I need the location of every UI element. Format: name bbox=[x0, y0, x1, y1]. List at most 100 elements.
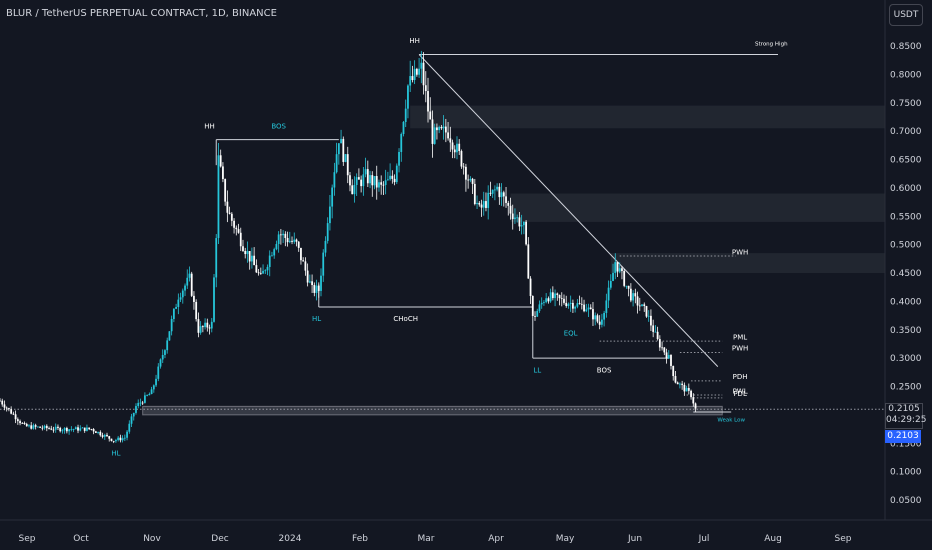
annotation-choch-6: CHoCH bbox=[393, 315, 418, 323]
candle-body-173 bbox=[384, 180, 387, 186]
candle-body-63 bbox=[139, 402, 142, 404]
zone-3 bbox=[142, 405, 723, 416]
candle-body-240 bbox=[534, 315, 536, 317]
candle-body-84 bbox=[186, 277, 189, 286]
candle-body-142 bbox=[315, 285, 318, 293]
x-tick-label-2: Nov bbox=[143, 534, 161, 544]
candle-body-307 bbox=[683, 384, 686, 392]
candle-body-295 bbox=[656, 331, 659, 340]
candle-body-214 bbox=[476, 202, 478, 205]
x-tick-label-9: Jun bbox=[627, 534, 642, 544]
candle-body-202 bbox=[449, 138, 452, 143]
candle-body-72 bbox=[159, 359, 162, 367]
candle-body-131 bbox=[291, 240, 293, 242]
candle-body-39 bbox=[86, 427, 88, 431]
candle-body-277 bbox=[616, 262, 619, 272]
candle-body-135 bbox=[300, 247, 302, 261]
candle-body-222 bbox=[493, 189, 496, 191]
candle-body-53 bbox=[117, 437, 120, 441]
candle-body-249 bbox=[554, 293, 556, 299]
candle-body-213 bbox=[473, 183, 476, 205]
candle-body-22 bbox=[48, 428, 50, 429]
candle-body-145 bbox=[322, 252, 325, 276]
candle-body-149 bbox=[331, 187, 334, 207]
candle-body-179 bbox=[398, 151, 400, 166]
candle-body-13 bbox=[28, 425, 30, 427]
annotation-hh-2: HH bbox=[409, 37, 420, 45]
candle-body-122 bbox=[271, 255, 273, 257]
candle-body-296 bbox=[658, 339, 661, 348]
annotation-pwl-13: PWL bbox=[733, 387, 748, 395]
candle-body-230 bbox=[511, 213, 514, 220]
zone-1 bbox=[510, 193, 885, 222]
candle-body-18 bbox=[39, 426, 42, 428]
currency-button[interactable]: USDT bbox=[889, 4, 923, 26]
y-tick-label-8: 0.4500 bbox=[890, 269, 922, 279]
annotation-pwh-9: PWH bbox=[732, 345, 748, 353]
annotation-pdl-14: PDL bbox=[733, 390, 747, 398]
candle-body-132 bbox=[293, 239, 296, 242]
candle-body-35 bbox=[77, 427, 79, 431]
y-tick-label-10: 0.3500 bbox=[890, 326, 922, 336]
candle-body-4 bbox=[8, 408, 10, 410]
candle-body-107 bbox=[237, 229, 240, 233]
candle-body-114 bbox=[253, 255, 256, 266]
candle-body-289 bbox=[643, 304, 646, 307]
candle-body-159 bbox=[353, 185, 356, 195]
candle-body-152 bbox=[337, 143, 340, 155]
candle-body-310 bbox=[690, 390, 692, 398]
y-tick-label-2: 0.7500 bbox=[890, 99, 922, 109]
candle-body-103 bbox=[228, 212, 231, 214]
annotation-weak-low-16: Weak Low bbox=[717, 418, 745, 424]
candle-body-260 bbox=[578, 303, 581, 305]
candle-body-170 bbox=[378, 182, 380, 188]
candle-body-126 bbox=[279, 234, 282, 236]
candle-body-11 bbox=[23, 423, 26, 424]
candle-body-57 bbox=[126, 431, 128, 438]
candle-body-3 bbox=[5, 407, 8, 409]
candle-body-244 bbox=[543, 302, 545, 304]
candle-body-90 bbox=[199, 326, 202, 333]
candle-body-201 bbox=[447, 132, 449, 139]
candle-body-58 bbox=[128, 423, 131, 432]
candle-body-29 bbox=[63, 428, 66, 431]
candle-body-71 bbox=[157, 366, 160, 379]
candle-body-113 bbox=[251, 255, 253, 262]
y-tick-label-9: 0.4000 bbox=[890, 297, 922, 307]
candle-body-215 bbox=[478, 202, 481, 205]
y-tick-label-3: 0.7000 bbox=[890, 127, 922, 137]
candle-body-224 bbox=[498, 186, 501, 198]
candle-body-20 bbox=[43, 425, 46, 429]
candle-body-287 bbox=[638, 305, 641, 307]
candle-body-26 bbox=[57, 426, 59, 428]
x-tick-label-11: Aug bbox=[764, 534, 782, 544]
candle-body-276 bbox=[614, 262, 617, 273]
candle-body-286 bbox=[636, 296, 639, 306]
candle-body-272 bbox=[605, 300, 608, 313]
candle-body-51 bbox=[112, 440, 115, 442]
candle-body-117 bbox=[259, 272, 262, 274]
candle-body-190 bbox=[422, 62, 425, 86]
candle-body-261 bbox=[580, 303, 583, 305]
candle-body-148 bbox=[329, 206, 331, 224]
candle-body-137 bbox=[304, 261, 307, 271]
candle-body-259 bbox=[576, 303, 579, 307]
x-tick-label-7: Apr bbox=[488, 534, 504, 544]
candle-body-162 bbox=[360, 179, 363, 187]
annotation-bos-1: BOS bbox=[271, 122, 286, 130]
candle-body-73 bbox=[161, 354, 164, 360]
candle-body-198 bbox=[440, 126, 443, 129]
candle-body-285 bbox=[634, 293, 637, 297]
candle-body-5 bbox=[10, 409, 13, 414]
candle-body-143 bbox=[317, 285, 320, 291]
candle-body-108 bbox=[239, 232, 242, 247]
candle-body-79 bbox=[175, 307, 178, 309]
candle-body-256 bbox=[569, 302, 572, 305]
time-axis[interactable]: Sep Oct Nov Dec 2024 Feb Mar Apr May Jun Jul Aug Sep bbox=[0, 519, 932, 544]
candle-body-34 bbox=[74, 427, 77, 430]
candle-body-267 bbox=[594, 315, 597, 320]
candle-body-76 bbox=[168, 331, 171, 341]
candle-body-172 bbox=[382, 184, 385, 186]
candle-body-6 bbox=[12, 413, 15, 415]
